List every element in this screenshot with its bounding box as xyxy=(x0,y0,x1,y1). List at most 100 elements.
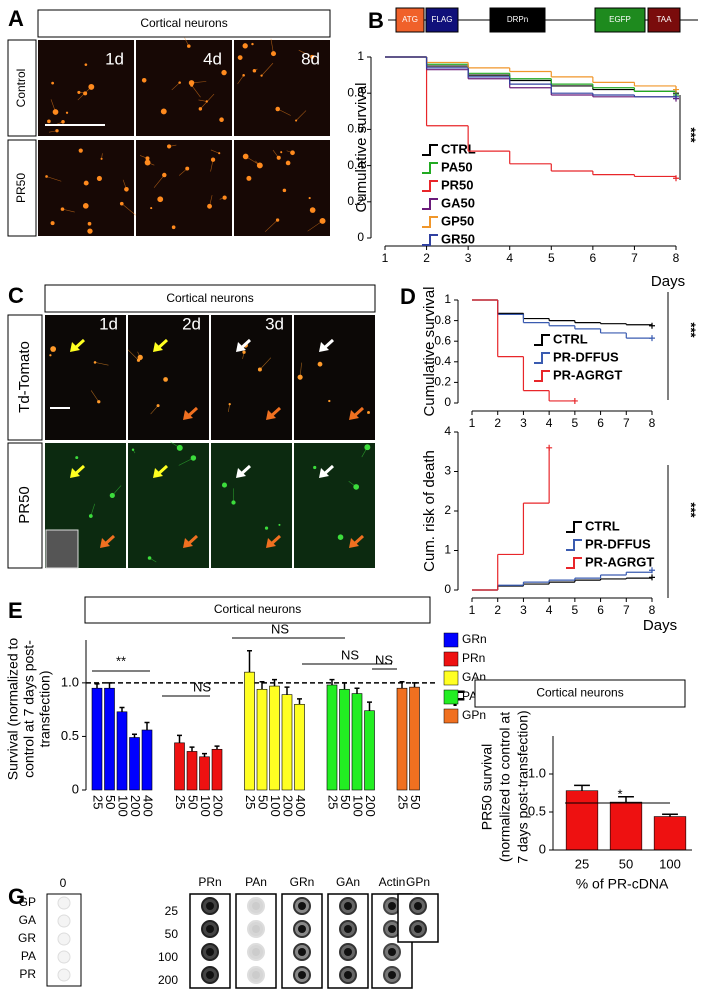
legend-swatch xyxy=(534,370,550,382)
legend-swatch xyxy=(443,689,459,705)
legend-swatch xyxy=(422,162,438,174)
panel-letter: G xyxy=(8,884,25,909)
column-label: PAn xyxy=(245,875,267,889)
cell-body xyxy=(93,361,97,364)
x-tick-label: 50 xyxy=(338,795,353,809)
y-tick-label: 0 xyxy=(539,841,546,856)
error-bar xyxy=(662,813,678,817)
construct-label: EGFP xyxy=(609,15,631,24)
censor-mark xyxy=(649,322,655,329)
time-label: 4d xyxy=(203,49,222,68)
cell-body xyxy=(55,129,59,133)
bar xyxy=(244,671,255,791)
blot-dot-center xyxy=(298,971,306,979)
row-label-box xyxy=(7,39,37,137)
blot-dot-center xyxy=(298,925,306,933)
y-tick-label: 0 xyxy=(72,781,79,796)
bar xyxy=(104,687,115,791)
y-tick-label: 3 xyxy=(444,464,451,478)
error-bar xyxy=(412,682,417,688)
error-bar xyxy=(297,698,302,705)
significance-label: *** xyxy=(684,322,699,338)
x-tick-label: 400 xyxy=(141,795,156,817)
cell-body xyxy=(156,404,160,408)
row-label: 50 xyxy=(165,927,179,941)
neurite xyxy=(127,349,139,361)
neurite xyxy=(277,108,291,116)
cell-body xyxy=(207,203,212,209)
cell-body xyxy=(190,455,197,461)
error-bar xyxy=(144,721,150,730)
x-tick-label: 50 xyxy=(103,795,118,809)
neurite xyxy=(171,82,180,91)
legend-swatch xyxy=(422,144,438,156)
arrow-head xyxy=(266,410,276,420)
significance-label: *** xyxy=(684,127,699,143)
time-label: 1d xyxy=(105,49,124,68)
construct-box xyxy=(425,7,459,33)
x-tick-label: 7 xyxy=(623,603,630,617)
cell-body xyxy=(187,44,191,48)
micrograph xyxy=(211,315,292,440)
x-axis-label: Days xyxy=(651,273,685,290)
error-bar xyxy=(574,784,590,791)
bar xyxy=(326,684,338,791)
cell-body xyxy=(251,42,254,46)
cell-body xyxy=(96,175,102,182)
cell-body xyxy=(50,346,57,352)
row-label: GA xyxy=(19,913,36,927)
bar xyxy=(129,737,140,791)
cell-body xyxy=(367,410,370,414)
legend-swatch xyxy=(443,651,459,667)
arrow-head xyxy=(266,538,276,548)
cell-body xyxy=(210,157,216,162)
neurite xyxy=(237,75,244,85)
bar xyxy=(186,751,198,791)
error-bar xyxy=(284,686,290,695)
legend-label: CTRL xyxy=(553,331,588,346)
x-tick-label: 7 xyxy=(623,416,630,430)
error-bar xyxy=(272,678,277,687)
neurite xyxy=(200,93,215,110)
legend-swatch xyxy=(422,198,438,210)
cell-body xyxy=(280,151,283,154)
micrograph xyxy=(294,315,375,440)
blot-dot-center xyxy=(344,925,352,933)
censor-mark xyxy=(673,93,679,100)
panel-header: Cortical neurons xyxy=(166,291,253,305)
time-label: 8d xyxy=(301,49,320,68)
cell-body xyxy=(87,221,92,226)
significance-label: NS xyxy=(341,647,359,662)
cell-body xyxy=(252,69,257,73)
row-label: PR50 xyxy=(14,173,28,203)
error-bar xyxy=(354,687,360,694)
x-tick-label: 8 xyxy=(649,603,656,617)
cell-body xyxy=(87,228,93,234)
panel-letter: B xyxy=(368,8,384,33)
row-label-box xyxy=(7,314,43,441)
cell-body xyxy=(178,81,181,84)
x-tick-label: 50 xyxy=(619,856,633,871)
x-tick-label: 4 xyxy=(506,251,513,265)
panel-letter: D xyxy=(400,284,416,309)
blot-dot-center xyxy=(252,925,260,933)
bar xyxy=(609,801,643,851)
row-label: Td-Tomato xyxy=(16,341,33,413)
neurite xyxy=(198,99,207,102)
micrograph xyxy=(38,40,134,136)
neurite xyxy=(94,362,109,366)
y-tick-label: 0.5 xyxy=(528,803,546,818)
header-box xyxy=(37,9,331,38)
legend-swatch xyxy=(534,334,550,346)
y-tick-label: 0.2 xyxy=(347,194,364,208)
error-bar xyxy=(247,649,252,673)
y-tick-label: 4 xyxy=(444,424,451,438)
cell-body xyxy=(364,444,371,451)
cell-body xyxy=(278,523,281,526)
arrow-head xyxy=(319,342,329,352)
cell-body xyxy=(78,148,83,153)
cell-body xyxy=(145,156,150,161)
bar xyxy=(199,756,210,791)
x-tick-label: 25 xyxy=(243,795,258,809)
cell-body xyxy=(190,83,194,87)
